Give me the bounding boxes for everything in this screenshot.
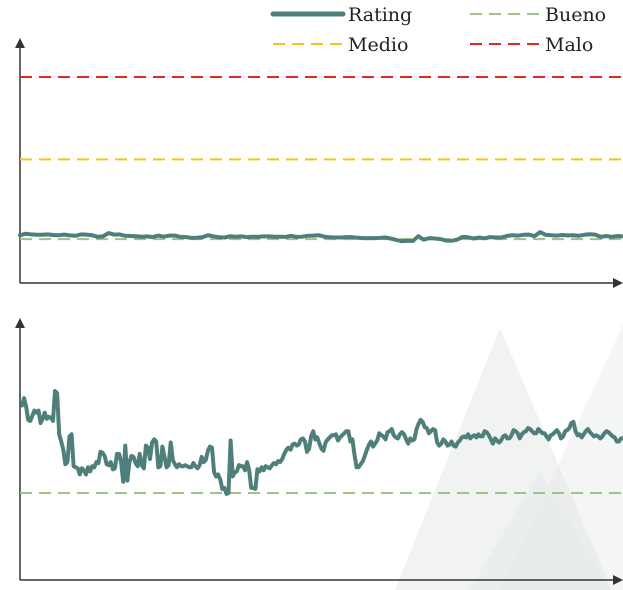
legend-rating-label: Rating [348,4,412,26]
top-x-axis-arrow [613,278,623,288]
legend-bueno-label: Bueno [545,4,606,26]
top-rating-line [18,230,623,244]
legend-medio-label: Medio [348,34,408,56]
top-chart-panel [15,38,623,288]
watermark-peak-small [470,470,610,590]
legend-malo-label: Malo [545,34,593,56]
bottom-y-axis-arrow [15,318,25,328]
watermark-mountains [395,325,623,590]
bottom-chart-panel [15,318,623,585]
chart-legend: Rating Bueno Medio Malo [270,4,606,56]
top-y-axis-arrow [15,38,25,48]
bottom-rating-line [20,389,623,496]
bottom-x-axis-arrow [613,575,623,585]
